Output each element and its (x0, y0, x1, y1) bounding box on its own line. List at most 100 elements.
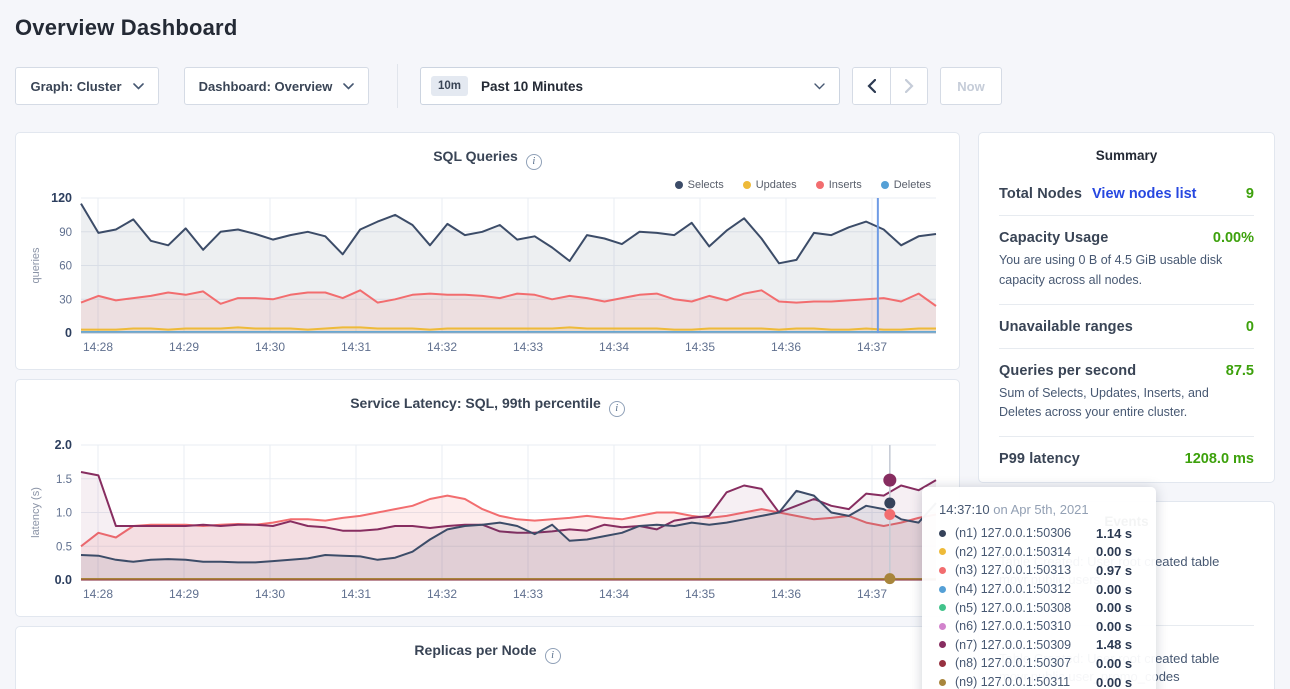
chart-canvas[interactable]: 0.0 0.5 1.0 1.5 2.0 14:28 14:29 14:30 14:31 14:32… (16, 380, 959, 616)
svg-text:14:36: 14:36 (771, 340, 801, 354)
legend-label: Updates (755, 179, 797, 191)
summary-row-head: P99 latency 1208.0 ms (999, 451, 1254, 467)
service-latency-chart-card: Service Latency: SQL, 99th percentile 0.… (15, 379, 960, 617)
tooltip-node-label: (n9) 127.0.0.1:50311 (955, 675, 1071, 689)
charts-column: SQL Queries Selects Updates Inserts Deletes… (15, 132, 960, 689)
toolbar-divider (397, 64, 398, 108)
tooltip-node-value: 0.97 s (1096, 562, 1133, 578)
legend-dot (880, 181, 889, 189)
svg-text:14:28: 14:28 (83, 587, 113, 601)
summary-metric-value: 87.5 (1225, 362, 1254, 379)
svg-text:14:35: 14:35 (685, 587, 715, 601)
svg-text:30: 30 (59, 294, 72, 306)
tooltip-node-value: 0.00 s (1096, 674, 1133, 689)
summary-metric-value: 9 (1245, 186, 1254, 202)
info-icon[interactable] (544, 647, 561, 664)
tooltip-node-label: (n2) 127.0.0.1:50314 (955, 544, 1072, 559)
chevron-left-icon (867, 79, 876, 93)
svg-text:14:33: 14:33 (513, 340, 543, 354)
legend-item-deletes[interactable]: Deletes (880, 179, 931, 191)
summary-metric-value: 0 (1245, 318, 1254, 335)
tooltip-node-value: 0.00 s (1096, 655, 1133, 671)
tooltip-node-row: (n9) 127.0.0.1:50311 0.00 s (939, 673, 1142, 689)
series-line (80, 203, 937, 265)
chevron-down-icon (132, 82, 144, 90)
svg-text:60: 60 (59, 261, 72, 273)
svg-text:14:32: 14:32 (427, 587, 457, 601)
tooltip-node-row: (n4) 127.0.0.1:50312 0.00 s (939, 580, 1142, 599)
svg-text:1.0: 1.0 (56, 508, 72, 520)
sql-queries-chart[interactable]: 0 30 60 90 120 14:28 14:29 14:30 14:31 14:32 14:33… (16, 133, 959, 369)
svg-text:14:37: 14:37 (857, 587, 887, 601)
now-button[interactable]: Now (940, 67, 1002, 105)
summary-panel: Summary Total Nodes View nodes list 9 Capac… (978, 132, 1275, 483)
info-icon[interactable] (608, 400, 625, 417)
summary-row: Capacity Usage 0.00% You are using 0 B of … (999, 216, 1254, 305)
legend-dot (674, 181, 683, 189)
legend-label: Deletes (893, 179, 931, 191)
svg-text:0.0: 0.0 (55, 573, 72, 587)
legend-dot (815, 181, 824, 189)
svg-text:1.5: 1.5 (56, 474, 72, 486)
time-next-button[interactable] (890, 68, 927, 104)
svg-text:14:28: 14:28 (83, 340, 113, 354)
chart-canvas[interactable]: 0 30 60 90 120 14:28 14:29 14:30 14:31 14:32 14:33… (16, 133, 959, 369)
tooltip-node-row: (n2) 127.0.0.1:50314 0.00 s (939, 543, 1142, 562)
svg-text:14:32: 14:32 (427, 340, 457, 354)
summary-metric-label: Total Nodes (999, 186, 1083, 202)
tooltip-node-label: (n4) 127.0.0.1:50312 (955, 582, 1072, 597)
tooltip-node-label: (n7) 127.0.0.1:50309 (955, 637, 1072, 652)
time-shift-button-group (852, 67, 928, 105)
svg-text:14:37: 14:37 (857, 340, 887, 354)
time-range-dropdown[interactable]: 10m Past 10 Minutes (420, 67, 840, 105)
tooltip-node-value: 0.00 s (1096, 618, 1133, 634)
page-title: Overview Dashboard (15, 15, 238, 40)
summary-metric-label: Unavailable ranges (999, 318, 1133, 335)
series-color-dot (939, 678, 946, 686)
summary-metric-label: Queries per second (999, 362, 1137, 379)
tooltip-node-row: (n5) 127.0.0.1:50308 0.00 s (939, 598, 1142, 617)
legend-item-inserts[interactable]: Inserts (815, 179, 862, 191)
legend-item-selects[interactable]: Selects (674, 179, 724, 191)
tooltip-node-label: (n6) 127.0.0.1:50310 (955, 619, 1072, 634)
sql-queries-chart-card: SQL Queries Selects Updates Inserts Deletes… (15, 132, 960, 370)
tooltip-node-value: 1.14 s (1096, 525, 1133, 541)
info-icon[interactable] (525, 153, 542, 170)
tooltip-node-value: 0.00 s (1096, 600, 1133, 616)
chart-title-replicas: Replicas per Node (414, 642, 537, 658)
dashboard-label: Dashboard: Overview (198, 78, 333, 94)
series-line (81, 326, 936, 331)
tooltip-node-value: 0.00 s (1096, 581, 1133, 597)
series-line (80, 289, 937, 307)
svg-text:0: 0 (65, 326, 72, 340)
series-color-dot (939, 548, 946, 556)
series-color-dot (939, 585, 946, 593)
view-nodes-list-link[interactable]: View nodes list (1092, 186, 1197, 202)
toolbar: Graph: Cluster Dashboard: Overview 10m P… (15, 64, 1275, 108)
summary-metric-description: You are using 0 B of 4.5 GiB usable disk… (999, 253, 1223, 287)
graph-scope-label: Graph: Cluster (30, 78, 122, 94)
time-prev-button[interactable] (853, 68, 890, 104)
tooltip-node-value: 1.48 s (1096, 637, 1133, 653)
series-line (80, 471, 937, 534)
legend-dot (742, 181, 751, 189)
tooltip-node-row: (n8) 127.0.0.1:50307 0.00 s (939, 654, 1142, 673)
summary-metric-label: Capacity Usage (999, 230, 1109, 246)
chevron-down-icon (343, 82, 355, 90)
series-color-dot (939, 659, 946, 667)
service-latency-chart[interactable]: 0.0 0.5 1.0 1.5 2.0 14:28 14:29 14:30 14:31 14:32… (16, 380, 959, 616)
tooltip-timestamp: 14:37:10 on Apr 5th, 2021 (939, 502, 1089, 517)
tooltip-node-row: (n1) 127.0.0.1:50306 1.14 s (939, 524, 1142, 543)
svg-text:90: 90 (59, 227, 72, 239)
chart-legend: Selects Updates Inserts Deletes (674, 179, 931, 191)
graph-scope-dropdown[interactable]: Graph: Cluster (15, 67, 159, 105)
svg-text:14:33: 14:33 (513, 587, 543, 601)
tooltip-node-row: (n6) 127.0.0.1:50310 0.00 s (939, 617, 1142, 636)
legend-item-updates[interactable]: Updates (742, 179, 797, 191)
summary-metric-label: P99 latency (999, 451, 1080, 467)
tooltip-node-value: 0.00 s (1096, 544, 1133, 560)
svg-text:14:29: 14:29 (169, 587, 199, 601)
chart-title-sql-queries: SQL Queries (433, 148, 518, 164)
dashboard-dropdown[interactable]: Dashboard: Overview (184, 67, 369, 105)
tooltip-node-label: (n1) 127.0.0.1:50306 (955, 526, 1072, 541)
